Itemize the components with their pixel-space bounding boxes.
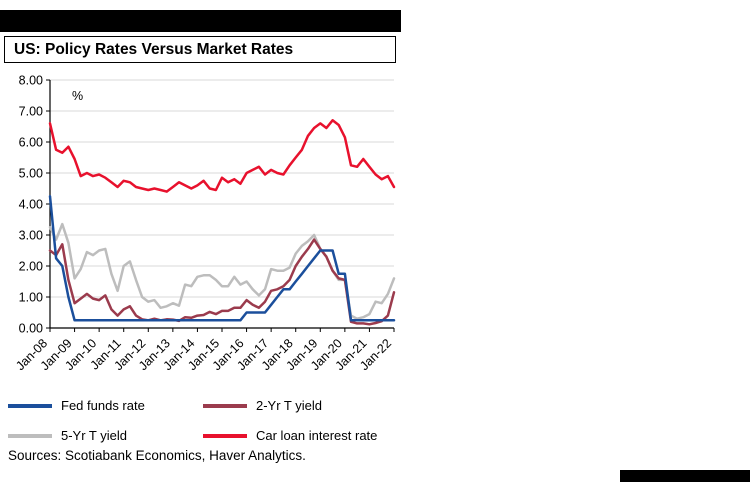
chart-legend: Fed funds rate 2-Yr T yield 5-Yr T yield… [8, 398, 400, 443]
y-axis-tick-label: 5.00 [19, 167, 43, 181]
y-axis-tick-label: 1.00 [19, 291, 43, 305]
y-axis-tick-label: 2.00 [19, 260, 43, 274]
legend-item-5yr-yield: 5-Yr T yield [8, 428, 203, 443]
legend-swatch-2yr-yield [203, 403, 247, 408]
bottom-black-bar [620, 470, 750, 482]
series-line-car-loan-interest-rate [48, 119, 396, 193]
legend-swatch-fed-funds [8, 403, 52, 408]
legend-item-fed-funds: Fed funds rate [8, 398, 203, 413]
chart-title-box: US: Policy Rates Versus Market Rates [4, 36, 396, 63]
y-axis-unit-label: % [72, 89, 83, 103]
top-black-bar [0, 10, 401, 32]
sources-note: Sources: Scotiabank Economics, Haver Ana… [8, 448, 306, 463]
chart-area: 0.00 1.00 2.00 3.00 4.00 5.00 6.00 7.00 8.00 Jan-… [0, 66, 400, 396]
chart-svg: 0.001.002.003.004.005.006.007.008.00Jan-… [13, 74, 396, 373]
y-axis-tick-label: 8.00 [19, 74, 43, 88]
y-axis-tick-label: 6.00 [19, 136, 43, 150]
legend-label-fed-funds: Fed funds rate [61, 398, 145, 413]
legend-swatch-car-loan [203, 433, 247, 438]
legend-item-2yr-yield: 2-Yr T yield [203, 398, 400, 413]
y-axis-tick-label: 3.00 [19, 229, 43, 243]
legend-label-car-loan: Car loan interest rate [256, 428, 378, 443]
legend-label-2yr-yield: 2-Yr T yield [256, 398, 322, 413]
series-line-fed-funds-rate [48, 195, 396, 322]
legend-swatch-5yr-yield [8, 433, 52, 438]
legend-item-car-loan: Car loan interest rate [203, 428, 400, 443]
y-axis-tick-label: 7.00 [19, 105, 43, 119]
series-line-2-yr-t-yield [48, 238, 396, 326]
y-axis-tick-label: 4.00 [19, 198, 43, 212]
chart-title: US: Policy Rates Versus Market Rates [14, 40, 294, 58]
y-axis-tick-label: 0.00 [19, 322, 43, 336]
legend-label-5yr-yield: 5-Yr T yield [61, 428, 127, 443]
series-line-5-yr-t-yield [48, 222, 396, 320]
